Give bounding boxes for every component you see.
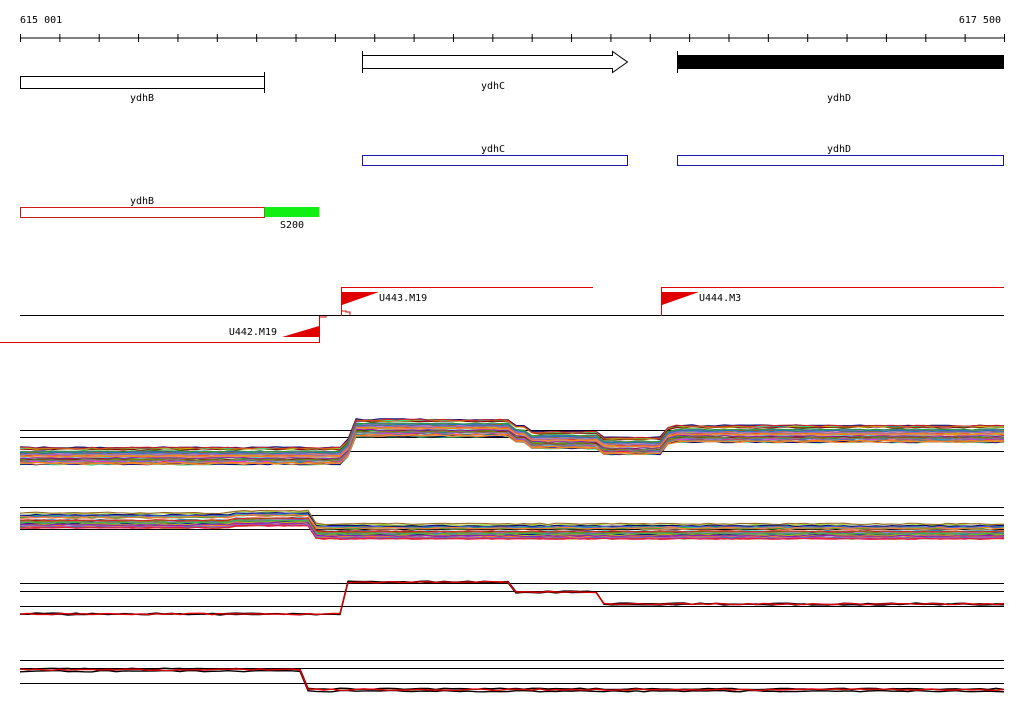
ruler-end-label: 617 500 [959,15,1001,26]
coordinate-ruler: 615 001 617 500 [20,15,1005,42]
annotation-ydhD-label: ydhD [827,144,851,155]
expression-curve [19,428,1005,460]
annotation-ydhD[interactable] [677,155,1004,166]
expression-track-1 [19,418,1005,466]
expression-curve [19,669,1005,693]
expression-curve [19,509,1005,526]
transcript-U443-label: U443.M19 [379,293,427,304]
expression-curve [19,519,1005,535]
annotation-ydhB-label: ydhB [130,196,154,207]
expression-curve [19,517,1005,533]
expression-track-4 [19,660,1005,693]
annotation-ydhB[interactable] [20,207,265,218]
transcript-U444-flag [662,292,699,305]
expression-curve [19,513,1005,530]
gene-track: ydhB ydhC ydhD [20,50,1004,104]
expression-curve [19,521,1005,538]
expression-track-2 [19,507,1005,540]
expression-curve [19,510,1005,526]
transcript-U442-step [319,316,327,318]
expression-curve [19,668,1005,692]
transcript-U442-label: U442.M19 [229,327,277,338]
gene-ydhB[interactable] [20,76,265,89]
expression-curve [19,523,1005,539]
ruler-ticks [20,34,1005,42]
expression-curve [19,422,1005,453]
expression-curve [20,418,1005,450]
expression-curve [19,524,1005,540]
gene-ydhD[interactable] [677,55,1004,69]
expression-curve [19,423,1005,455]
expression-curve [19,434,1005,466]
annotation-track-red: ydhB S200 [20,196,320,231]
transcript-track: U443.M19 U444.M3 U442.M19 [0,287,1004,343]
annotation-S200[interactable] [264,207,320,217]
gene-ydhD-label: ydhD [827,93,851,104]
transcript-U442-flag [282,326,319,337]
gene-ydhC-label: ydhC [481,81,505,92]
expression-curve [19,431,1005,462]
expression-curve [19,433,1005,465]
expression-curve [19,580,1005,616]
expression-curve [19,425,1005,456]
expression-curve [19,667,1005,691]
transcript-U444-label: U444.M3 [699,293,741,304]
gene-ydhC-arrow[interactable] [362,50,629,74]
annotation-ydhC[interactable] [362,155,628,166]
gene-ydhB-label: ydhB [130,93,154,104]
annotation-ydhC-label: ydhC [481,144,505,155]
transcript-U443-flag [342,292,379,305]
expression-curve [19,426,1005,458]
expression-track-3 [19,580,1005,616]
annotation-S200-label: S200 [280,220,304,231]
transcript-U443-step [342,310,351,315]
ruler-start-label: 615 001 [20,15,62,26]
annotation-track-blue: ydhC ydhD [362,144,1004,166]
expression-curve [19,512,1005,529]
